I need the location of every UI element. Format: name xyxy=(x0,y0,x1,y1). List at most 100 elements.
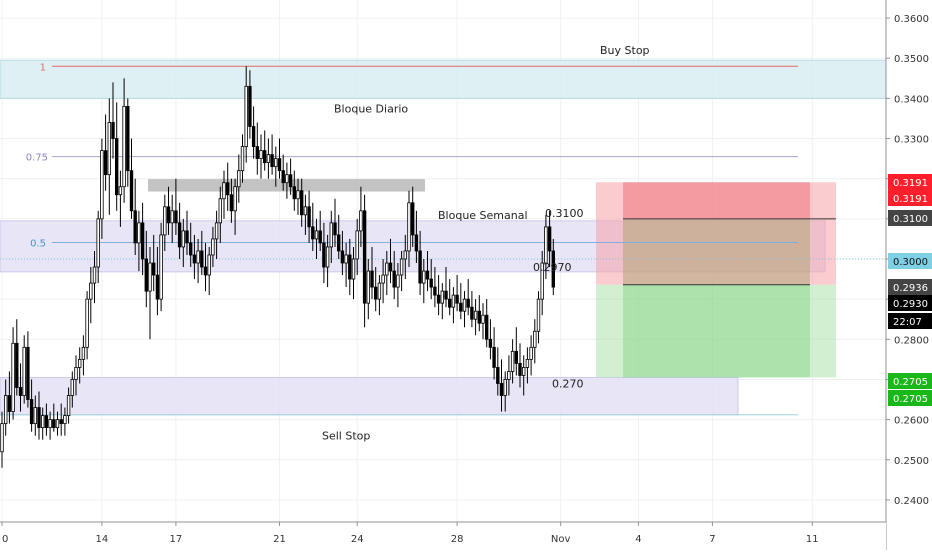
candle xyxy=(355,218,359,276)
candle xyxy=(100,138,104,239)
annotations: Buy Stop Bloque Diario Bloque Semanal 0.310… xyxy=(322,44,650,442)
fib-levels: 1 0.75 0.5 xyxy=(26,62,798,250)
candle xyxy=(318,210,322,251)
candle-body xyxy=(377,282,382,300)
candle-body xyxy=(403,250,407,260)
candle-body xyxy=(547,226,552,252)
bloque-diario-label: Bloque Diario xyxy=(334,102,408,115)
price-scale-badge-text: 0.3191 xyxy=(893,194,928,205)
y-axis-tick-label: 0.3600 xyxy=(894,14,929,25)
candle-body xyxy=(425,270,430,280)
candle-body xyxy=(59,419,63,425)
candle xyxy=(303,194,308,235)
candle xyxy=(218,186,222,243)
candle-body xyxy=(510,350,515,372)
price-scale-badge-bg xyxy=(888,390,932,406)
candle xyxy=(270,134,274,175)
candle-body xyxy=(285,174,289,184)
candle xyxy=(362,194,367,328)
price-scale-badge-text: 0.3191 xyxy=(893,178,928,189)
candle xyxy=(299,178,304,227)
candle-body xyxy=(170,210,174,224)
candle xyxy=(177,202,182,259)
candle-body xyxy=(18,387,23,396)
y-axis-tick-label: 0.2800 xyxy=(894,335,929,346)
candle xyxy=(351,246,356,300)
candle-body xyxy=(33,407,37,425)
candle-body xyxy=(473,310,478,320)
candle-body xyxy=(52,419,56,429)
candle xyxy=(307,190,311,243)
candle xyxy=(510,339,515,384)
candle-body xyxy=(381,274,385,284)
candle xyxy=(451,287,456,324)
x-axis-tick-label: 11 xyxy=(806,534,819,545)
candle-body xyxy=(174,210,178,224)
candle xyxy=(281,154,285,191)
candle-body xyxy=(433,286,437,296)
candle-body xyxy=(329,222,333,248)
candle xyxy=(262,130,267,171)
y-axis-tick-label: 0.3400 xyxy=(894,94,929,105)
candle xyxy=(333,198,337,247)
candle xyxy=(344,242,348,288)
candle-body xyxy=(366,270,370,304)
candle xyxy=(170,194,174,243)
candle xyxy=(163,194,167,251)
candle-body xyxy=(503,379,507,396)
candle xyxy=(118,170,123,227)
candle xyxy=(174,178,178,235)
candle-body xyxy=(496,367,500,384)
candle xyxy=(26,331,30,408)
candle-body xyxy=(344,254,348,264)
candle-body xyxy=(296,190,300,200)
candle-body xyxy=(63,415,67,425)
candle xyxy=(288,158,293,195)
sell-stop-zone xyxy=(0,376,739,416)
candle xyxy=(144,230,148,308)
x-axis-background xyxy=(0,522,886,550)
candle-body xyxy=(237,170,241,188)
candle xyxy=(155,246,160,316)
candle-body xyxy=(103,150,108,176)
candle-body xyxy=(544,226,548,264)
candle-body xyxy=(15,342,19,388)
candle xyxy=(399,250,404,292)
take-profit-zone-outer xyxy=(596,284,836,378)
candle xyxy=(151,234,156,292)
price-scale-badge: 0.2705 xyxy=(888,373,932,389)
candle-body xyxy=(370,270,374,288)
candle xyxy=(211,226,215,268)
candle-body xyxy=(333,222,337,236)
candle xyxy=(436,275,441,316)
candle-body xyxy=(399,258,404,276)
price-scale-badge-text: 0.3000 xyxy=(893,257,928,268)
candle xyxy=(277,138,282,179)
candle xyxy=(533,319,537,364)
candle-body xyxy=(522,367,526,376)
candle-body xyxy=(351,258,356,280)
price-scale-badge-text: 22:07 xyxy=(893,317,922,328)
price-scale-badge: 0.2705 xyxy=(888,390,932,406)
candle-body xyxy=(525,358,530,368)
y-axis-tick-label: 0.2400 xyxy=(894,496,929,507)
candle-body xyxy=(207,254,211,276)
candle-body xyxy=(462,298,467,312)
y-axis-tick-label: 0.3300 xyxy=(894,135,929,146)
candle xyxy=(7,371,12,424)
candle-body xyxy=(499,383,504,396)
candle xyxy=(126,98,130,187)
y-axis-tick-label: 0.3500 xyxy=(894,54,929,65)
candle xyxy=(259,134,263,179)
candle-body xyxy=(281,170,285,184)
candle xyxy=(492,327,496,380)
candle-body xyxy=(447,298,452,308)
candle-body xyxy=(311,226,315,240)
candle-body xyxy=(373,286,378,300)
candle xyxy=(18,363,23,412)
fib-label-1: 1 xyxy=(40,62,46,73)
candle-body xyxy=(470,306,474,320)
candle xyxy=(359,186,363,247)
